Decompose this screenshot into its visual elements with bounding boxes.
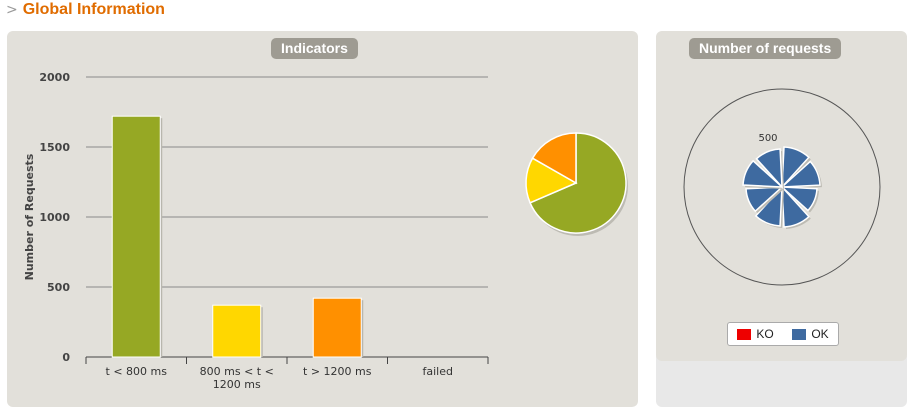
y-tick-label: 1000 (39, 211, 70, 224)
radial-bar-ok (779, 186, 818, 212)
radial-tick-label: 500 (758, 133, 777, 144)
requests-panel-footer (656, 356, 907, 407)
y-tick-label: 500 (47, 281, 70, 294)
indicators-title: Indicators (271, 38, 358, 59)
y-tick-label: 0 (62, 351, 70, 364)
radial-bar-ok (755, 148, 783, 190)
requests-title: Number of requests (689, 38, 842, 59)
x-tick-label: 800 ms < t < (200, 365, 274, 378)
y-tick-label: 1500 (39, 141, 70, 154)
legend-swatch-ok (792, 328, 807, 340)
bar (111, 115, 161, 358)
x-tick-label: failed (423, 365, 453, 378)
section-title: Global Information (22, 1, 165, 18)
chevron-right-icon: > (6, 2, 18, 18)
legend-label-ko: KO (756, 327, 774, 341)
radial-bar-ok (781, 184, 810, 228)
x-tick-label: 1200 ms (213, 378, 261, 391)
legend-swatch-ko (737, 328, 752, 340)
bar (212, 304, 262, 358)
pie-slice (531, 132, 577, 185)
y-axis-label: Number of Requests (23, 153, 36, 280)
legend-item-ok[interactable]: OK (792, 327, 829, 341)
bar (312, 297, 362, 358)
section-header: > Global Information (6, 0, 165, 20)
legend-item-ko[interactable]: KO (737, 327, 774, 341)
radial-bar-ok (781, 146, 810, 190)
pie-slice (529, 132, 627, 234)
x-tick-label: t > 1200 ms (303, 365, 372, 378)
radial-outer-ring (683, 88, 881, 286)
radial-bar-ok (745, 186, 785, 213)
requests-legend: KO OK (727, 322, 839, 346)
radial-bar-ok (779, 160, 821, 188)
radial-bar-ok (742, 159, 785, 188)
radial-bar-ok (754, 184, 783, 227)
x-tick-label: t < 800 ms (106, 365, 168, 378)
legend-label-ok: OK (811, 327, 829, 341)
y-tick-label: 2000 (39, 71, 70, 84)
